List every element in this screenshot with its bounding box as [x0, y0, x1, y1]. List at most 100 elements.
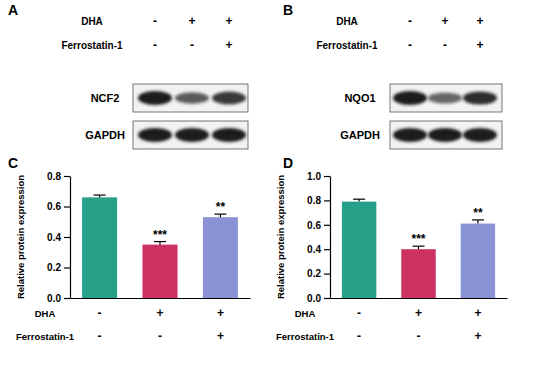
- treatment-sign: -: [98, 306, 102, 320]
- significance: ***: [153, 228, 167, 242]
- y-tick-mark: [64, 298, 70, 299]
- x-axis-line: [331, 298, 508, 299]
- treatment-sign: -: [98, 329, 102, 343]
- treatment-sign: +: [415, 306, 422, 320]
- blot-band: [463, 91, 497, 104]
- y-tick-label: 1.0: [307, 171, 321, 182]
- bar: [461, 224, 495, 298]
- blot-band: [463, 128, 497, 142]
- bar: [142, 245, 177, 298]
- blot-frame: [133, 84, 248, 112]
- treatment-sign: +: [217, 329, 224, 343]
- y-tick: 0.4: [47, 232, 70, 243]
- error-bar-cap: [94, 194, 106, 195]
- blot-panel: ADHAFerrostatin-1--+-++NCF2GAPDH: [8, 2, 248, 149]
- blot-label: GAPDH: [85, 129, 125, 141]
- treatment-sign: -: [153, 38, 157, 52]
- treatment-sign: +: [225, 14, 232, 28]
- y-axis-title: Relative protein expression: [275, 175, 286, 299]
- blot-label: NQO1: [344, 92, 375, 104]
- blot-frame: [390, 121, 502, 149]
- y-tick-mark: [324, 249, 330, 250]
- error-bar: [353, 199, 365, 201]
- blot-frame: [390, 84, 502, 112]
- treatment-label: Ferrostatin-1: [276, 331, 335, 342]
- panel-letter: A: [8, 2, 18, 18]
- y-axis-title: Relative protein expression: [15, 175, 26, 299]
- bar: [203, 217, 238, 298]
- y-tick: 0.4: [307, 244, 330, 255]
- treatment-sign: +: [156, 306, 163, 320]
- y-tick-label: 0.8: [47, 171, 61, 182]
- y-tick: 0.6: [47, 201, 70, 212]
- treatment-label: DHA: [35, 308, 56, 319]
- treatment-sign: -: [443, 38, 447, 52]
- y-axis-line: [330, 177, 331, 299]
- y-tick-label: 0.0: [307, 293, 321, 304]
- y-tick-label: 0.4: [47, 232, 61, 243]
- blot-label: NCF2: [91, 92, 120, 104]
- y-tick-label: 0.6: [307, 220, 321, 231]
- y-tick-mark: [64, 237, 70, 238]
- treatment-label: DHA: [295, 308, 316, 319]
- blot-frame: [133, 121, 248, 149]
- y-tick-mark: [324, 176, 330, 177]
- blot-band: [212, 128, 246, 142]
- y-tick-label: 0.6: [47, 201, 61, 212]
- bar: [401, 249, 435, 298]
- blot-band: [175, 92, 209, 104]
- treatment-label: DHA: [81, 16, 103, 27]
- treatment-label: DHA: [336, 16, 358, 27]
- panel-letter: D: [283, 155, 293, 171]
- significance: ***: [411, 232, 425, 246]
- treatment-sign: -: [158, 329, 162, 343]
- significance: **: [216, 200, 226, 214]
- treatment-sign: +: [474, 329, 481, 343]
- y-tick-mark: [324, 298, 330, 299]
- y-tick: 0.2: [307, 268, 330, 279]
- y-tick-mark: [64, 267, 70, 268]
- y-tick: 0.6: [307, 220, 330, 231]
- treatment-sign: -: [408, 14, 412, 28]
- plot-area: [82, 195, 238, 298]
- treatment-sign: +: [474, 306, 481, 320]
- error-bar: [214, 214, 226, 217]
- treatment-sign: -: [357, 329, 361, 343]
- chart-panel: D 0.0 0.2 0.4 0.6 0.8 1.0 Relative protein expr…: [275, 155, 508, 343]
- treatment-sign: -: [153, 14, 157, 28]
- treatment-sign: -: [417, 329, 421, 343]
- error-bar: [472, 220, 484, 224]
- y-tick-label: 0.2: [307, 268, 321, 279]
- plot-area: [342, 199, 495, 298]
- blot-band: [428, 92, 462, 103]
- chart-panel: C0.00.20.40.60.8Relative protein express…: [8, 155, 251, 343]
- y-tick: 0.8: [307, 195, 330, 206]
- y-tick-mark: [64, 176, 70, 177]
- y-tick: 0.0: [47, 293, 70, 304]
- y-tick-mark: [324, 200, 330, 201]
- y-tick-label: 0.8: [307, 195, 321, 206]
- blot-band: [138, 128, 172, 142]
- treatment-sign: +: [441, 14, 448, 28]
- y-axis: 0.0 0.2 0.4 0.6 0.8: [47, 171, 70, 304]
- blot-band: [428, 128, 462, 142]
- y-axis-line: [70, 177, 71, 299]
- blot-band: [393, 128, 427, 142]
- treatment-sign: +: [476, 38, 483, 52]
- y-axis: 0.0 0.2 0.4 0.6 0.8 1.0: [307, 171, 330, 304]
- error-bar: [413, 246, 425, 249]
- bar: [342, 202, 376, 298]
- x-axis-line: [71, 298, 251, 299]
- treatment-label: Ferrostatin-1: [16, 331, 75, 342]
- y-tick-mark: [324, 225, 330, 226]
- y-tick-mark: [64, 206, 70, 207]
- treatment-sign: +: [476, 14, 483, 28]
- y-tick: 0.8: [47, 171, 70, 182]
- treatment-sign: -: [190, 38, 194, 52]
- blot-band: [393, 91, 427, 105]
- significance: **: [473, 206, 483, 220]
- y-tick: 0.0: [307, 293, 330, 304]
- panel-letter: B: [283, 2, 293, 18]
- error-bar-cap: [353, 199, 365, 200]
- y-tick-label: 0.2: [47, 262, 61, 273]
